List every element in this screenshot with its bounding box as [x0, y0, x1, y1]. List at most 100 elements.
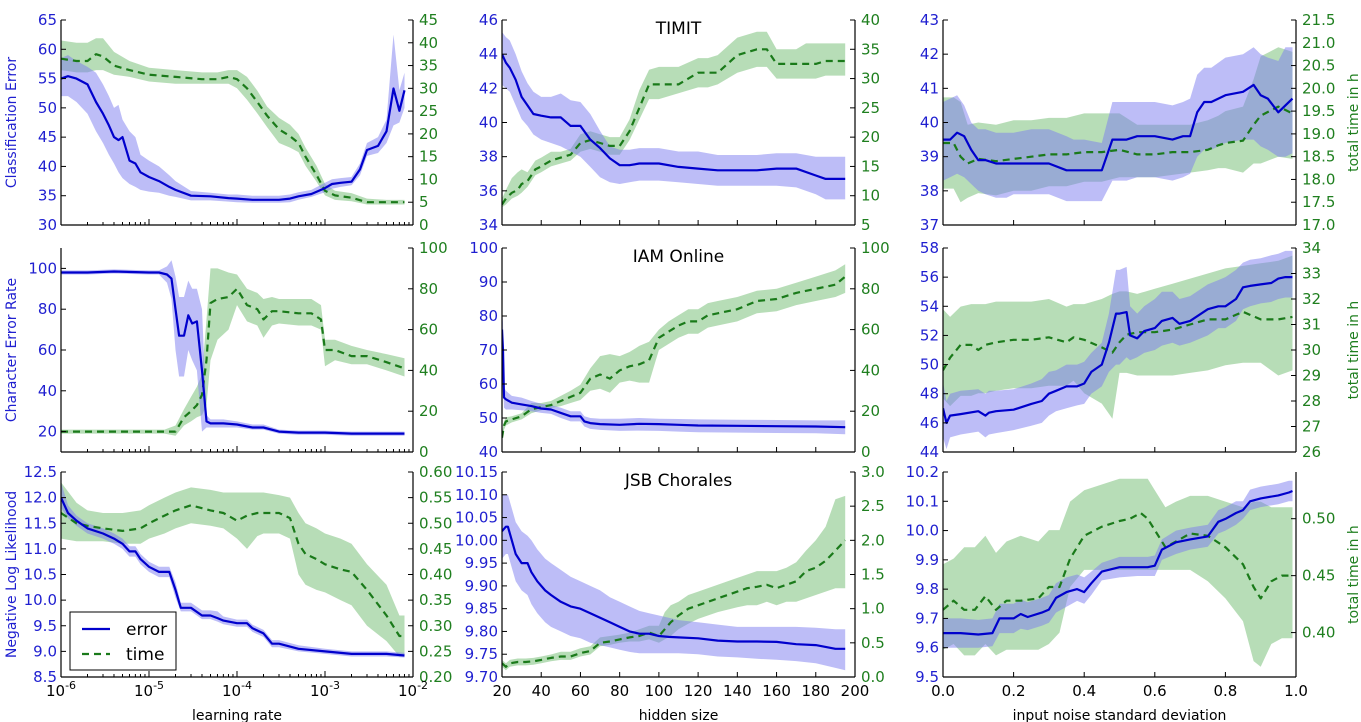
legend-box: [69, 611, 177, 671]
right-tick-label: 20: [861, 402, 880, 420]
x-tick-label: 10-2: [398, 679, 428, 700]
left-tick-label: 10.1: [906, 492, 939, 510]
left-tick-label: 50: [38, 99, 57, 117]
time-band: [502, 495, 846, 671]
right-tick-label: 20.5: [1302, 57, 1335, 75]
x-tick-label: 160: [762, 682, 791, 700]
left-tick-label: 9.6: [915, 639, 939, 657]
left-tick-label: 56: [920, 268, 939, 286]
right-tick-label: 5: [861, 216, 871, 234]
error-band: [502, 494, 846, 671]
error-band: [502, 309, 846, 435]
left-tick-label: 60: [38, 40, 57, 58]
right-tick-label: 21.0: [1302, 34, 1335, 52]
left-tick-label: 38: [920, 182, 939, 200]
left-tick-label: 45: [38, 128, 57, 146]
left-tick-label: 36: [479, 182, 498, 200]
left-tick-label: 40: [38, 382, 57, 400]
left-tick-label: 35: [38, 187, 57, 205]
right-tick-label: 100: [419, 239, 448, 257]
right-tick-label: 30: [861, 70, 880, 88]
right-tick-label: 0.50: [1302, 510, 1335, 528]
left-tick-label: 40: [479, 443, 498, 461]
y2-axis-label: total time in h: [1346, 73, 1361, 172]
panel-IAM-hidden-size: 40 50 60 70 80 90 100 0 20 40 60 80 100 IAM Online: [469, 239, 889, 461]
plot-area: [943, 250, 1293, 450]
right-tick-label: 33: [1302, 265, 1321, 283]
right-tick-label: 0.40: [419, 566, 452, 584]
y-axis-label: Classification Error: [4, 57, 20, 188]
right-tick-label: 20: [419, 402, 438, 420]
left-tick-label: 9.95: [465, 554, 498, 572]
y2-axis-label: total time in h: [1346, 525, 1361, 624]
plot-area: [502, 31, 846, 208]
right-tick-label: 3.0: [861, 463, 885, 481]
time-line: [61, 53, 405, 204]
x-tick-label: 140: [723, 682, 752, 700]
panel-IAM-learning-rate: 20 40 60 80 100 0 20 40 60 80 100 Character Error R…: [4, 239, 448, 461]
time-line: [502, 48, 846, 206]
x-tick-label: 0.4: [1072, 682, 1096, 700]
left-tick-label: 40: [920, 114, 939, 132]
panel-title: JSB Chorales: [624, 471, 733, 491]
left-tick-label: 9.8: [915, 580, 939, 598]
left-tick-label: 9.75: [465, 645, 498, 663]
x-tick-label: 40: [532, 682, 551, 700]
time-band: [61, 268, 405, 436]
time-line: [61, 287, 405, 433]
left-tick-label: 10.10: [455, 486, 498, 504]
x-tick-label: 1.0: [1284, 682, 1308, 700]
left-tick-label: 50: [920, 356, 939, 374]
error-line: [502, 525, 846, 650]
left-tick-label: 10.2: [906, 463, 939, 481]
right-tick-label: 2.0: [861, 531, 885, 549]
right-tick-label: 0.40: [1302, 624, 1335, 642]
left-tick-label: 44: [479, 45, 498, 63]
left-tick-label: 11.0: [24, 540, 57, 558]
time-line: [943, 105, 1293, 165]
right-tick-label: 2.5: [861, 497, 885, 515]
right-tick-label: 1.5: [861, 566, 885, 584]
left-tick-label: 70: [479, 341, 498, 359]
left-tick-label: 42: [920, 45, 939, 63]
left-tick-label: 10.15: [455, 463, 498, 481]
x-tick-label: 80: [610, 682, 629, 700]
x-tick-label: 120: [684, 682, 713, 700]
left-tick-label: 10.0: [906, 522, 939, 540]
time-band: [502, 31, 846, 208]
left-tick-label: 8.5: [33, 668, 57, 686]
plot-area: [61, 260, 405, 436]
left-tick-label: 37: [920, 216, 939, 234]
right-tick-label: 25: [419, 102, 438, 120]
left-tick-label: 9.0: [33, 642, 57, 660]
right-tick-label: 80: [861, 280, 880, 298]
right-tick-label: 20.0: [1302, 79, 1335, 97]
right-tick-label: 0.55: [419, 489, 452, 507]
left-tick-label: 9.5: [33, 617, 57, 635]
left-tick-label: 80: [38, 300, 57, 318]
error-line: [61, 497, 405, 657]
right-tick-label: 35: [419, 57, 438, 75]
right-tick-label: 1.0: [861, 600, 885, 618]
right-tick-label: 17.0: [1302, 216, 1335, 234]
y2-axis-label: total time in h: [1346, 301, 1361, 400]
right-tick-label: 31: [1302, 316, 1321, 334]
right-tick-label: 45: [419, 11, 438, 29]
right-tick-label: 0.5: [861, 634, 885, 652]
right-tick-label: 26: [1302, 443, 1321, 461]
error-band: [943, 250, 1293, 450]
x-tick-label: 100: [645, 682, 674, 700]
x-tick-label: 20: [492, 682, 511, 700]
time-line: [61, 504, 405, 638]
panel-title: TIMIT: [655, 19, 702, 39]
left-tick-label: 34: [479, 216, 498, 234]
right-tick-label: 15: [861, 157, 880, 175]
panel-TIMIT-input-noise: 37 38 39 40 41 42 43 17.0 17.5 18.0 18.5 19.0 19.5 20…: [920, 11, 1361, 234]
left-tick-label: 9.7: [915, 609, 939, 627]
right-tick-label: 0.25: [419, 642, 452, 660]
left-tick-label: 40: [38, 157, 57, 175]
left-tick-label: 41: [920, 79, 939, 97]
left-tick-label: 39: [920, 148, 939, 166]
right-tick-label: 0: [861, 443, 871, 461]
left-tick-label: 48: [920, 385, 939, 403]
